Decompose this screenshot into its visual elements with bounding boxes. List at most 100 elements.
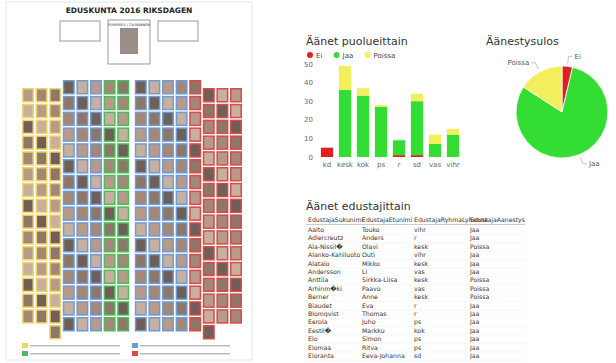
seat-photo bbox=[218, 200, 227, 212]
seat-photo bbox=[37, 121, 46, 133]
table-header: EdustajaAanestys bbox=[470, 216, 525, 224]
seat-frame bbox=[104, 270, 116, 285]
pie-leader bbox=[568, 56, 573, 63]
seat-frame bbox=[90, 270, 102, 285]
bar bbox=[375, 107, 387, 157]
table-cell: r bbox=[414, 234, 417, 241]
seat-frame bbox=[203, 183, 215, 198]
seat-frame bbox=[203, 246, 215, 261]
seat-frame bbox=[49, 104, 61, 119]
seat-photo bbox=[37, 184, 46, 196]
seat-photo bbox=[78, 113, 87, 125]
table-cell: Eeva-Johanna bbox=[362, 352, 405, 360]
speaker-photo bbox=[120, 28, 138, 54]
seat-photo bbox=[24, 200, 33, 212]
seat-frame bbox=[63, 175, 75, 190]
seat-photo bbox=[204, 90, 213, 102]
seat-frame bbox=[216, 135, 228, 150]
seat-frame bbox=[76, 317, 88, 332]
seat-photo bbox=[191, 319, 200, 331]
seat-legend-line bbox=[140, 345, 230, 347]
seat-frame bbox=[90, 222, 102, 237]
seat-photo bbox=[136, 113, 145, 125]
seat-frame bbox=[230, 88, 242, 103]
seat-frame bbox=[117, 80, 129, 95]
seat-photo bbox=[136, 224, 145, 236]
seat-frame bbox=[135, 143, 147, 158]
seat-frame bbox=[189, 301, 201, 316]
table-cell: Eloranta bbox=[308, 352, 334, 359]
seat-frame bbox=[203, 262, 215, 277]
seat-photo bbox=[191, 161, 200, 173]
seat-photo bbox=[78, 176, 87, 188]
seat-frame bbox=[162, 80, 174, 95]
seat-frame bbox=[22, 135, 34, 150]
seat-photo bbox=[164, 240, 173, 252]
seat-frame bbox=[63, 301, 75, 316]
seat-photo bbox=[51, 200, 60, 212]
pie-leader bbox=[531, 63, 538, 69]
seat-frame bbox=[176, 143, 188, 158]
seat-photo bbox=[37, 295, 46, 307]
seat-photo bbox=[136, 287, 145, 299]
seat-photo bbox=[218, 216, 227, 228]
seat-frame bbox=[230, 104, 242, 119]
seat-frame bbox=[176, 222, 188, 237]
seat-frame bbox=[104, 191, 116, 206]
seat-photo bbox=[78, 271, 87, 283]
table-cell: r bbox=[414, 310, 417, 317]
seat-frame bbox=[36, 88, 48, 103]
table-cell: Aalto bbox=[308, 226, 324, 233]
seat-frame bbox=[135, 191, 147, 206]
seat-photo bbox=[218, 279, 227, 291]
seat-frame bbox=[117, 285, 129, 300]
seat-frame bbox=[90, 159, 102, 174]
table-cell: vihr bbox=[414, 226, 426, 233]
seat-frame bbox=[162, 127, 174, 141]
table-cell: Jaa bbox=[469, 310, 480, 318]
seat-photo bbox=[218, 153, 227, 165]
table-cell: Olavi bbox=[362, 243, 378, 250]
table-cell: Touko bbox=[361, 226, 380, 233]
seat-photo bbox=[177, 82, 186, 94]
table-cell: vas bbox=[414, 285, 425, 292]
seat-photo bbox=[232, 169, 241, 181]
seat-frame bbox=[135, 254, 147, 268]
seat-frame bbox=[49, 88, 61, 103]
seat-photo bbox=[37, 216, 46, 228]
bar bbox=[339, 66, 351, 90]
x-tick-label: kesk bbox=[337, 161, 354, 169]
seat-photo bbox=[51, 311, 60, 323]
seat-photo bbox=[64, 129, 73, 141]
seat-frame bbox=[36, 104, 48, 119]
seat-photo bbox=[37, 248, 46, 260]
seat-frame bbox=[216, 230, 228, 245]
seat-frame bbox=[230, 293, 242, 308]
seat-photo bbox=[136, 319, 145, 331]
table-cell: ps bbox=[414, 344, 421, 352]
seat-frame bbox=[90, 254, 102, 268]
seat-frame bbox=[104, 222, 116, 237]
seat-frame bbox=[216, 88, 228, 103]
seat-frame bbox=[76, 285, 88, 300]
table-cell: Simon bbox=[362, 335, 381, 342]
table-cell: Poissa bbox=[470, 293, 489, 300]
legend-label: Jaa bbox=[342, 52, 354, 60]
seat-frame bbox=[135, 270, 147, 285]
seat-frame bbox=[189, 317, 201, 332]
seat-frame bbox=[104, 301, 116, 316]
seat-frame bbox=[63, 206, 75, 221]
seat-photo bbox=[204, 295, 213, 307]
seat-frame bbox=[63, 127, 75, 141]
pie-label: Poissa bbox=[507, 59, 529, 67]
seat-frame bbox=[22, 151, 34, 166]
seat-photo bbox=[218, 121, 227, 133]
seat-photo bbox=[119, 240, 128, 252]
pie-label: Jaa bbox=[588, 160, 600, 168]
seat-photo bbox=[92, 208, 101, 220]
seat-frame bbox=[203, 88, 215, 103]
seat-photo bbox=[191, 271, 200, 283]
seat-photo bbox=[164, 97, 173, 109]
seat-photo bbox=[164, 161, 173, 173]
table-cell: Jaa bbox=[469, 268, 480, 276]
